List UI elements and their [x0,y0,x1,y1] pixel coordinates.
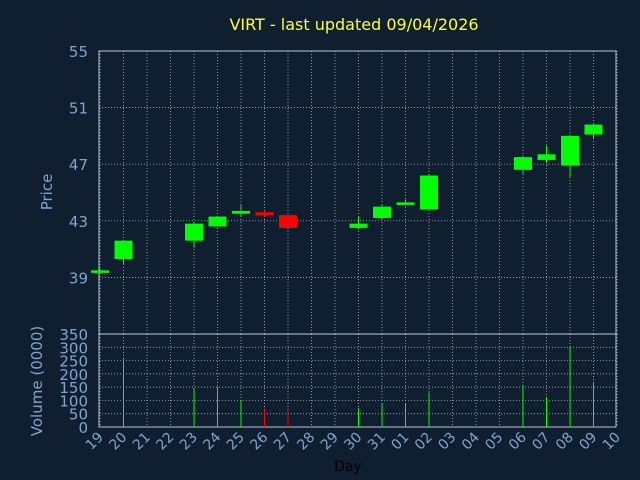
candle-body [537,154,556,160]
candle-body [396,202,415,205]
volume-y-tick-label: 350 [59,326,88,344]
x-tick-labels: 19 20 21 22 23 24 25 26 27 28 29 30 31 01 02 03 04 05 06 07… [83,429,624,453]
volume-y-axis-label: Volume (0000) [28,326,46,436]
price-y-tick-label: 47 [69,156,88,174]
candle-body [279,215,297,228]
candle [255,210,274,217]
chart-title: VIRT - last updated 09/04/2026 [229,15,478,34]
volume-y-tick-label: 150 [59,379,88,397]
volume-plot-frame [98,333,617,428]
volume-y-tick-label: 250 [59,353,88,371]
candle [420,174,438,210]
candle-body [255,212,274,216]
volume-bars [123,345,594,427]
candle-body [114,240,133,260]
candle-body [91,270,109,273]
candle [396,199,415,206]
price-y-tick-label: 39 [69,269,88,287]
candle-body [208,216,227,227]
price-gridlines [99,50,618,334]
price-y-tick-label: 43 [69,213,88,231]
candle [232,205,250,217]
candle-body [420,175,438,210]
volume-y-tick-label: 50 [69,406,88,424]
candle [114,240,133,265]
candle [185,222,203,248]
volume-y-tick-label: 300 [59,339,88,357]
candle-body [514,157,532,170]
candle-body [561,135,579,166]
candle-body [373,206,391,218]
candlesticks [91,123,603,274]
candle [584,123,603,139]
candle [561,134,579,177]
price-panel: 39 43 47 51 55 Price [38,43,618,335]
price-y-axis-label: Price [38,174,56,211]
candle-body [349,223,368,228]
candle [349,216,368,230]
candle [514,155,532,175]
candle-body [584,124,603,135]
candle-body [185,223,203,241]
volume-y-tick-label: 200 [59,366,88,384]
candle-body [232,210,250,214]
candle [208,216,227,227]
x-axis-label: Day [334,459,362,475]
candle [91,268,109,274]
price-y-tick-label: 51 [69,100,88,118]
volume-y-tick-label: 0 [78,419,88,437]
candle [537,145,556,163]
volume-y-tick-label: 100 [59,392,88,410]
price-y-tick-labels: 39 43 47 51 55 [69,43,88,287]
candle [373,205,391,220]
candle [279,215,297,228]
price-y-tick-label: 55 [69,43,88,61]
